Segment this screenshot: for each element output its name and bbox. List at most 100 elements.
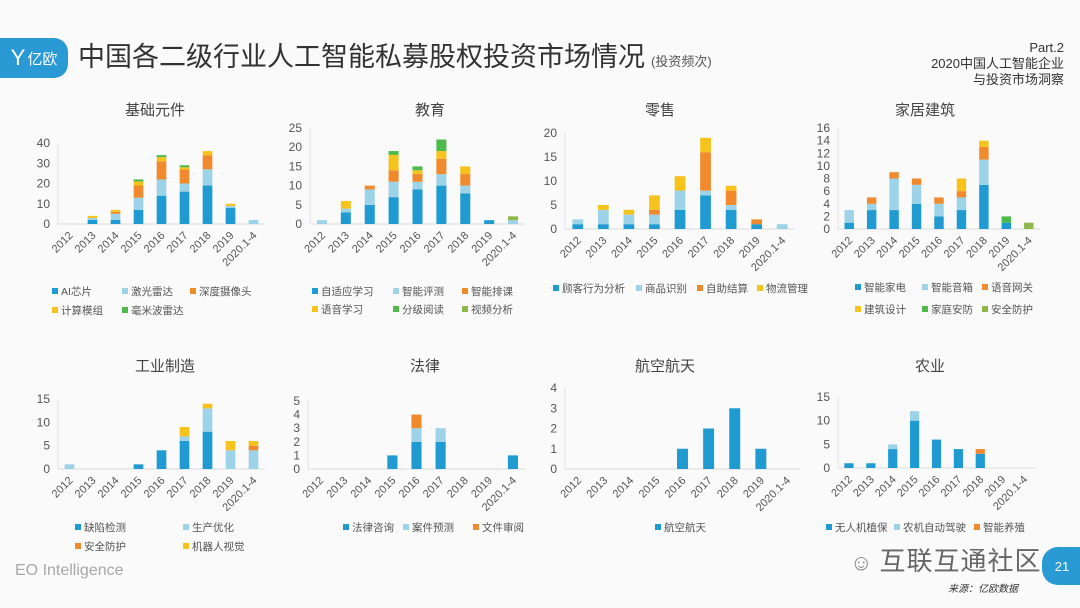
x-tick-label: 2014 [96, 475, 122, 501]
legend-swatch [343, 524, 349, 530]
bar-segment [340, 200, 351, 209]
x-tick-label: 2015 [897, 235, 923, 261]
x-tick-label: 2018 [188, 475, 214, 501]
legend-label: 建筑设计 [864, 303, 906, 316]
page-title: 中国各二级行业人工智能私募股权投资市场情况 (投资频次) [78, 35, 712, 74]
legend-swatch [982, 306, 988, 312]
x-tick-label: 2016 [917, 474, 943, 500]
page-number: 21 [1042, 547, 1080, 585]
legend-swatch [697, 285, 703, 291]
logo-text: 亿欧 [27, 50, 58, 68]
bar-segment [956, 210, 967, 229]
x-tick-label: 2015 [635, 235, 661, 261]
y-tick-label: 5 [550, 198, 557, 212]
bar-segment [388, 151, 399, 155]
y-tick-label: 14 [817, 134, 831, 148]
legend-swatch [190, 288, 196, 294]
legend-label: 文件审阅 [482, 521, 524, 534]
x-tick-label: 2014 [349, 475, 375, 501]
legend-swatch [312, 306, 318, 312]
x-tick-label: 2013 [584, 235, 610, 261]
bar-segment [700, 137, 711, 153]
x-tick-label: 2018 [445, 475, 471, 501]
legend-label: 物流管理 [766, 282, 808, 295]
bar-segment [934, 216, 944, 229]
y-tick-label: 2 [823, 209, 830, 223]
x-tick-label: 2018 [711, 235, 737, 261]
bar-segment [931, 439, 942, 468]
bar-segment [225, 203, 236, 206]
x-tick-label: 2014 [873, 474, 899, 500]
legend-label: 语音网关 [991, 281, 1033, 294]
legend-label: 安全防护 [84, 540, 126, 553]
legend-label: 商品识别 [645, 282, 687, 295]
bar-segment [133, 464, 144, 469]
x-tick-label: 2014 [874, 235, 900, 261]
legend-label: 法律咨询 [352, 521, 394, 534]
x-tick-label: 2012 [50, 475, 76, 501]
y-tick-label: 0 [293, 462, 300, 476]
legend-label: 生产优化 [192, 521, 234, 534]
y-tick-label: 10 [817, 159, 831, 173]
bar-segment [597, 209, 609, 225]
x-tick-label: 2015 [637, 475, 663, 501]
bar-segment [110, 211, 121, 214]
bar-segment [179, 167, 190, 170]
chart-title: 基础元件 [125, 102, 185, 119]
x-tick-label: 2013 [852, 235, 878, 261]
bar-segment [133, 181, 144, 186]
y-tick-label: 0 [43, 217, 50, 231]
bar-segment [436, 174, 447, 186]
bar-segment [911, 203, 922, 229]
bar-segment [179, 169, 190, 184]
y-tick-label: 0 [43, 462, 50, 476]
bar-segment [87, 217, 98, 220]
bar-segment [316, 220, 327, 224]
x-tick-label: 2016 [660, 235, 686, 261]
y-tick-label: 30 [37, 156, 51, 170]
x-tick-label: 2018 [446, 230, 472, 256]
legend-label: 安全防护 [991, 303, 1033, 316]
y-tick-label: 16 [817, 121, 831, 135]
x-tick-label: 2016 [142, 475, 168, 501]
bar-segment [979, 146, 989, 160]
y-tick-label: 4 [823, 197, 830, 211]
bar-segment [412, 189, 423, 224]
bar-segment [751, 219, 763, 225]
x-tick-label: 2017 [939, 474, 965, 500]
bar-segment [910, 411, 920, 421]
x-tick-label: 2016 [919, 235, 945, 261]
bar-segment [1001, 216, 1012, 223]
bar-segment [649, 209, 660, 215]
bar-segment [911, 178, 922, 185]
y-tick-label: 0 [295, 217, 302, 231]
y-tick-label: 4 [550, 381, 557, 395]
y-tick-label: 10 [37, 197, 51, 211]
legend-label: 自助结算 [706, 282, 748, 295]
legend-swatch [183, 543, 189, 549]
legend-swatch [52, 307, 58, 313]
y-tick-label: 3 [550, 401, 557, 415]
logo-y-icon: Y [10, 45, 26, 70]
x-tick-label: 2012 [558, 235, 584, 261]
bar-segment [412, 181, 423, 190]
legend-label: 语音学习 [321, 303, 363, 316]
x-tick-label: 2014 [350, 230, 376, 256]
bar-segment [953, 449, 963, 468]
x-tick-label: 2013 [326, 230, 352, 256]
bar-segment [677, 448, 688, 469]
bar-segment [225, 207, 236, 224]
y-tick-label: 0 [550, 462, 557, 476]
bar-segment [179, 441, 190, 469]
x-tick-label: 2013 [851, 474, 877, 500]
bar-segment [156, 157, 167, 162]
bar-segment [411, 428, 422, 442]
legend-label: 计算模组 [61, 304, 103, 317]
y-tick-label: 12 [817, 146, 831, 160]
bar-segment [202, 155, 213, 170]
bar-segment [956, 197, 967, 211]
bar-segment [844, 222, 854, 229]
bar-segment [1024, 222, 1034, 229]
bar-segment [623, 209, 635, 215]
chart-title: 工业制造 [135, 358, 195, 375]
